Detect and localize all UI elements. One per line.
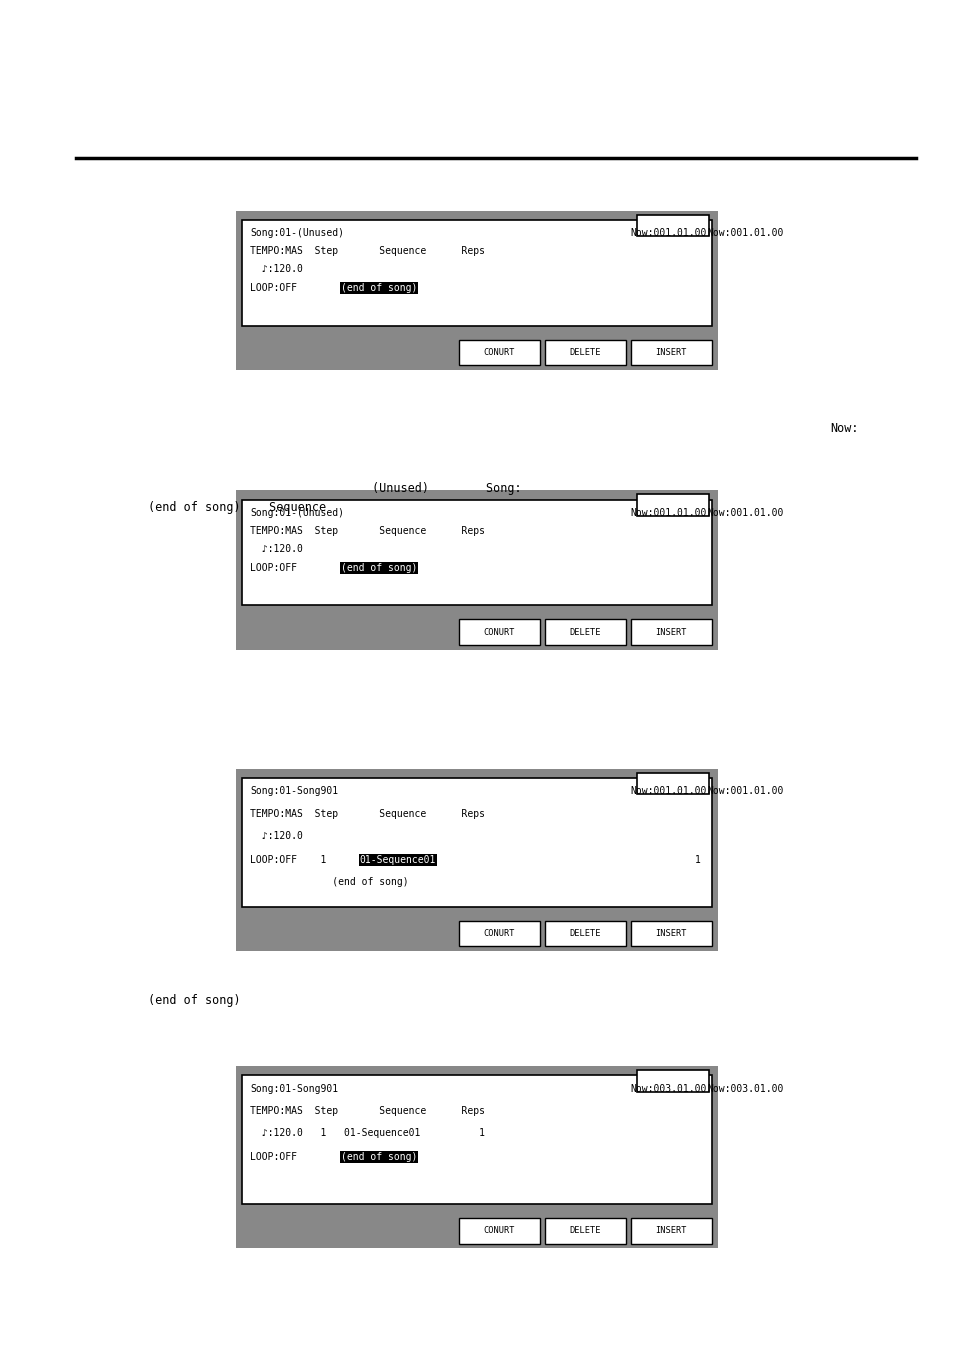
Bar <box>235 211 718 370</box>
Text: DELETE: DELETE <box>569 628 600 636</box>
Text: (end of song)    Sequence: (end of song) Sequence <box>148 501 326 515</box>
Text: (end of song): (end of song) <box>340 1152 416 1162</box>
Text: CONURT: CONURT <box>483 628 515 636</box>
Text: Now:001.01.00: Now:001.01.00 <box>706 786 782 796</box>
Bar <box>458 1219 539 1243</box>
Bar <box>637 494 708 516</box>
Text: LOOP:OFF    1: LOOP:OFF 1 <box>250 855 337 865</box>
Bar <box>235 1066 718 1248</box>
Text: TEMPO:MAS  Step       Sequence      Reps: TEMPO:MAS Step Sequence Reps <box>250 526 484 536</box>
Text: TEMPO:MAS  Step       Sequence      Reps: TEMPO:MAS Step Sequence Reps <box>250 809 484 819</box>
Bar <box>630 340 711 366</box>
Text: TEMPO:MAS  Step       Sequence      Reps: TEMPO:MAS Step Sequence Reps <box>250 246 484 257</box>
Text: INSERT: INSERT <box>655 929 686 938</box>
Bar <box>544 340 625 366</box>
Bar <box>638 218 707 222</box>
Text: Now:001.01.00: Now:001.01.00 <box>630 786 706 796</box>
Text: ♪:120.0   1   01-Sequence01          1: ♪:120.0 1 01-Sequence01 1 <box>250 1128 484 1139</box>
Bar <box>235 490 718 650</box>
Text: Song:01-Song901: Song:01-Song901 <box>250 786 337 796</box>
Text: INSERT: INSERT <box>655 1227 686 1235</box>
Bar <box>638 1073 707 1077</box>
Text: Now:001.01.00: Now:001.01.00 <box>630 508 706 517</box>
Bar <box>242 500 711 605</box>
Bar <box>458 620 539 646</box>
Bar <box>544 620 625 646</box>
Text: ♪:120.0: ♪:120.0 <box>250 265 302 274</box>
Text: TEMPO:MAS  Step       Sequence      Reps: TEMPO:MAS Step Sequence Reps <box>250 1106 484 1116</box>
Bar <box>458 921 539 946</box>
Text: DELETE: DELETE <box>569 349 600 357</box>
Text: 1: 1 <box>694 855 700 865</box>
Text: CONURT: CONURT <box>483 929 515 938</box>
Text: ♪:120.0: ♪:120.0 <box>250 831 302 842</box>
Text: (end of song): (end of song) <box>148 994 240 1008</box>
Bar <box>630 1219 711 1243</box>
Bar <box>630 620 711 646</box>
Bar <box>630 921 711 946</box>
Text: ♪:120.0: ♪:120.0 <box>250 544 302 554</box>
Text: Song:01-Song901: Song:01-Song901 <box>250 1084 337 1093</box>
Text: DELETE: DELETE <box>569 929 600 938</box>
Text: LOOP:OFF: LOOP:OFF <box>250 1152 296 1162</box>
Text: Now:001.01.00: Now:001.01.00 <box>706 508 782 517</box>
Text: INSERT: INSERT <box>655 628 686 636</box>
Bar <box>242 1075 711 1204</box>
Bar <box>242 778 711 907</box>
Text: DELETE: DELETE <box>569 1227 600 1235</box>
Bar <box>637 1070 708 1092</box>
Bar <box>637 773 708 794</box>
Bar <box>638 497 707 501</box>
Text: Song:01-(Unused): Song:01-(Unused) <box>250 228 344 238</box>
Text: Now:001.01.00: Now:001.01.00 <box>630 228 706 238</box>
Text: (end of song): (end of song) <box>340 563 416 573</box>
Text: LOOP:OFF: LOOP:OFF <box>250 284 296 293</box>
Text: Now:003.01.00: Now:003.01.00 <box>630 1084 706 1093</box>
Text: Now:: Now: <box>829 422 858 435</box>
Bar <box>544 1219 625 1243</box>
Text: 01-Sequence01: 01-Sequence01 <box>359 855 436 865</box>
Bar <box>458 340 539 366</box>
Text: Now:003.01.00: Now:003.01.00 <box>706 1084 782 1093</box>
Text: CONURT: CONURT <box>483 349 515 357</box>
Text: Now:001.01.00: Now:001.01.00 <box>706 228 782 238</box>
Bar <box>544 921 625 946</box>
Text: (Unused)        Song:: (Unused) Song: <box>372 482 521 496</box>
Bar <box>637 215 708 236</box>
Text: (end of song): (end of song) <box>250 877 408 888</box>
Bar <box>638 775 707 780</box>
Text: (end of song): (end of song) <box>340 284 416 293</box>
Text: CONURT: CONURT <box>483 1227 515 1235</box>
Text: LOOP:OFF: LOOP:OFF <box>250 563 296 573</box>
Bar <box>242 220 711 326</box>
Text: Song:01-(Unused): Song:01-(Unused) <box>250 508 344 517</box>
Bar <box>235 769 718 951</box>
Text: INSERT: INSERT <box>655 349 686 357</box>
